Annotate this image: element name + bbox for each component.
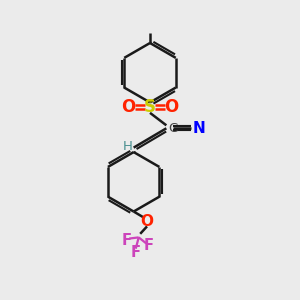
Text: O: O <box>164 98 178 116</box>
Text: N: N <box>193 121 206 136</box>
Text: F: F <box>130 245 140 260</box>
Text: H: H <box>123 140 133 153</box>
Text: S: S <box>144 98 156 116</box>
Text: F: F <box>144 238 154 253</box>
Text: O: O <box>122 98 136 116</box>
Text: F: F <box>121 233 131 248</box>
Text: O: O <box>140 214 154 229</box>
Text: C: C <box>168 122 177 135</box>
